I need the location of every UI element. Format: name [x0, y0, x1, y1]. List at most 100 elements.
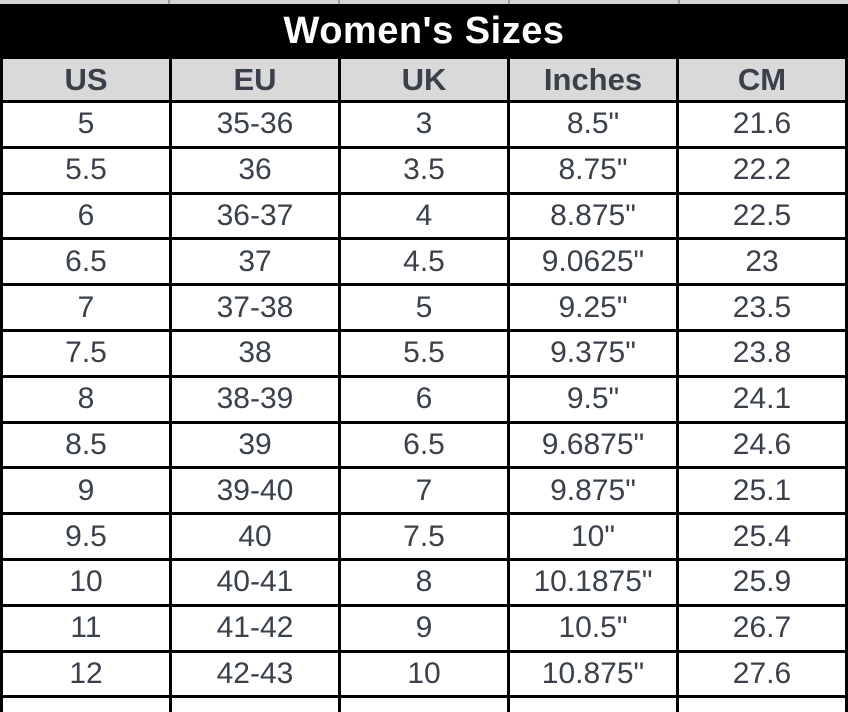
table-cell: 39 — [169, 420, 341, 470]
column-header-us: US — [0, 56, 172, 103]
table-row: 11 41-42 9 10.5" 26.7 — [0, 603, 848, 653]
table-cell: 5 — [338, 283, 510, 332]
table-cell — [676, 695, 848, 712]
table-row: 12 42-43 10 10.875" 27.6 — [0, 649, 848, 699]
table-title: Women's Sizes — [0, 4, 848, 59]
womens-size-conversion-table: Women's Sizes US EU UK Inches CM 5 35-36… — [0, 4, 848, 712]
table-cell: 10 — [0, 557, 172, 607]
table-cell: 9.6875" — [507, 420, 679, 470]
table-cell: 5 — [0, 100, 172, 149]
table-cell: 23.8 — [676, 328, 848, 378]
table-cell: 8 — [0, 374, 172, 424]
table-cell — [0, 695, 172, 712]
table-cell: 9.25" — [507, 283, 679, 332]
table-cell: 23.5 — [676, 283, 848, 332]
table-cell: 8.875" — [507, 191, 679, 241]
table-cell: 3 — [338, 100, 510, 149]
table-row: 6 36-37 4 8.875" 22.5 — [0, 191, 848, 241]
table-cell: 38-39 — [169, 374, 341, 424]
table-cell: 25.9 — [676, 557, 848, 607]
table-cell: 9 — [338, 603, 510, 653]
table-cell: 38 — [169, 328, 341, 378]
table-cell: 9.5 — [0, 512, 172, 561]
table-cell — [169, 695, 341, 712]
table-cell: 42-43 — [169, 649, 341, 699]
table-row: 5 35-36 3 8.5" 21.6 — [0, 100, 848, 149]
table-cell: 36-37 — [169, 191, 341, 241]
table-cell: 5.5 — [0, 145, 172, 195]
table-row: 7 37-38 5 9.25" 23.5 — [0, 283, 848, 332]
table-cell: 5.5 — [338, 328, 510, 378]
table-cell: 3.5 — [338, 145, 510, 195]
table-row: 6.5 37 4.5 9.0625" 23 — [0, 237, 848, 287]
table-cell: 37-38 — [169, 283, 341, 332]
table-cell: 9.375" — [507, 328, 679, 378]
table-cell: 9.0625" — [507, 237, 679, 287]
table-cell: 9.5" — [507, 374, 679, 424]
table-cell: 41-42 — [169, 603, 341, 653]
table-cell: 6 — [338, 374, 510, 424]
table-cell — [507, 695, 679, 712]
table-row-partial-clipped — [0, 695, 848, 712]
table-cell: 10" — [507, 512, 679, 561]
table-cell: 37 — [169, 237, 341, 287]
column-header-inches: Inches — [507, 56, 679, 103]
table-cell: 10.875" — [507, 649, 679, 699]
table-row: 8 38-39 6 9.5" 24.1 — [0, 374, 848, 424]
column-header-cm: CM — [676, 56, 848, 103]
column-header-eu: EU — [169, 56, 341, 103]
table-cell: 9.875" — [507, 466, 679, 516]
column-header-uk: UK — [338, 56, 510, 103]
table-cell: 6.5 — [0, 237, 172, 287]
table-row: 10 40-41 8 10.1875" 25.9 — [0, 557, 848, 607]
strip-segment — [510, 0, 680, 4]
table-row: 9 39-40 7 9.875" 25.1 — [0, 466, 848, 516]
table-cell: 8.75" — [507, 145, 679, 195]
table-cell: 11 — [0, 603, 172, 653]
table-cell: 26.7 — [676, 603, 848, 653]
table-cell: 7.5 — [0, 328, 172, 378]
table-cell: 10.1875" — [507, 557, 679, 607]
table-cell: 7.5 — [338, 512, 510, 561]
table-cell: 25.1 — [676, 466, 848, 516]
table-title-row: Women's Sizes — [0, 4, 848, 59]
table-row: 5.5 36 3.5 8.75" 22.2 — [0, 145, 848, 195]
table-cell: 4.5 — [338, 237, 510, 287]
table-cell: 36 — [169, 145, 341, 195]
strip-segment — [680, 0, 848, 4]
table-cell: 8 — [338, 557, 510, 607]
table-cell: 12 — [0, 649, 172, 699]
table-cell: 10.5" — [507, 603, 679, 653]
table-cell: 40-41 — [169, 557, 341, 607]
table-cell: 21.6 — [676, 100, 848, 149]
table-cell — [338, 695, 510, 712]
table-row: 9.5 40 7.5 10" 25.4 — [0, 512, 848, 561]
table-cell: 39-40 — [169, 466, 341, 516]
table-cell: 10 — [338, 649, 510, 699]
table-cell: 7 — [0, 283, 172, 332]
table-cell: 24.6 — [676, 420, 848, 470]
table-cell: 8.5 — [0, 420, 172, 470]
table-cell: 4 — [338, 191, 510, 241]
table-header-row: US EU UK Inches CM — [0, 56, 848, 103]
table-cell: 22.2 — [676, 145, 848, 195]
table-cell: 6 — [0, 191, 172, 241]
table-cell: 25.4 — [676, 512, 848, 561]
strip-segment — [340, 0, 510, 4]
strip-segment — [170, 0, 340, 4]
table-cell: 27.6 — [676, 649, 848, 699]
table-cell: 24.1 — [676, 374, 848, 424]
table-cell: 22.5 — [676, 191, 848, 241]
table-cell: 9 — [0, 466, 172, 516]
table-row: 8.5 39 6.5 9.6875" 24.6 — [0, 420, 848, 470]
strip-segment — [0, 0, 170, 4]
table-cell: 8.5" — [507, 100, 679, 149]
table-cell: 40 — [169, 512, 341, 561]
table-cell: 6.5 — [338, 420, 510, 470]
table-cell: 7 — [338, 466, 510, 516]
table-cell: 35-36 — [169, 100, 341, 149]
table-cell: 23 — [676, 237, 848, 287]
previous-table-edge — [0, 0, 848, 4]
table-row: 7.5 38 5.5 9.375" 23.8 — [0, 328, 848, 378]
